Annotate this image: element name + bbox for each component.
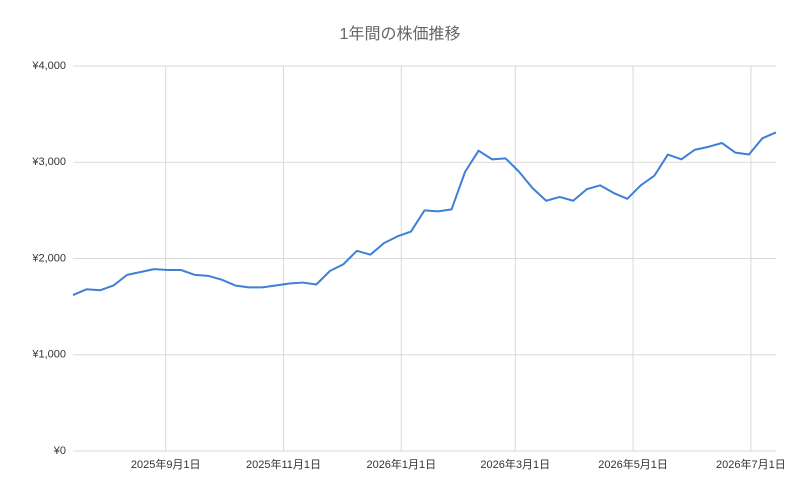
x-tick-label: 2026年5月1日 [598, 457, 668, 471]
x-tick-label: 2026年3月1日 [480, 457, 550, 471]
y-tick-label: ¥3,000 [31, 156, 66, 168]
x-tick-label: 2026年1月1日 [366, 457, 436, 471]
x-tick-label: 2025年11月1日 [246, 457, 321, 471]
y-tick-label: ¥0 [53, 445, 66, 457]
chart-title: 1年間の株価推移 [340, 25, 461, 43]
x-tick-label: 2025年9月1日 [131, 457, 201, 471]
y-tick-label: ¥4,000 [31, 60, 66, 72]
y-tick-label: ¥1,000 [31, 349, 66, 361]
y-tick-label: ¥2,000 [31, 252, 66, 264]
line-series [72, 131, 777, 296]
x-tick-label: 2026年7月1日 [716, 457, 786, 471]
